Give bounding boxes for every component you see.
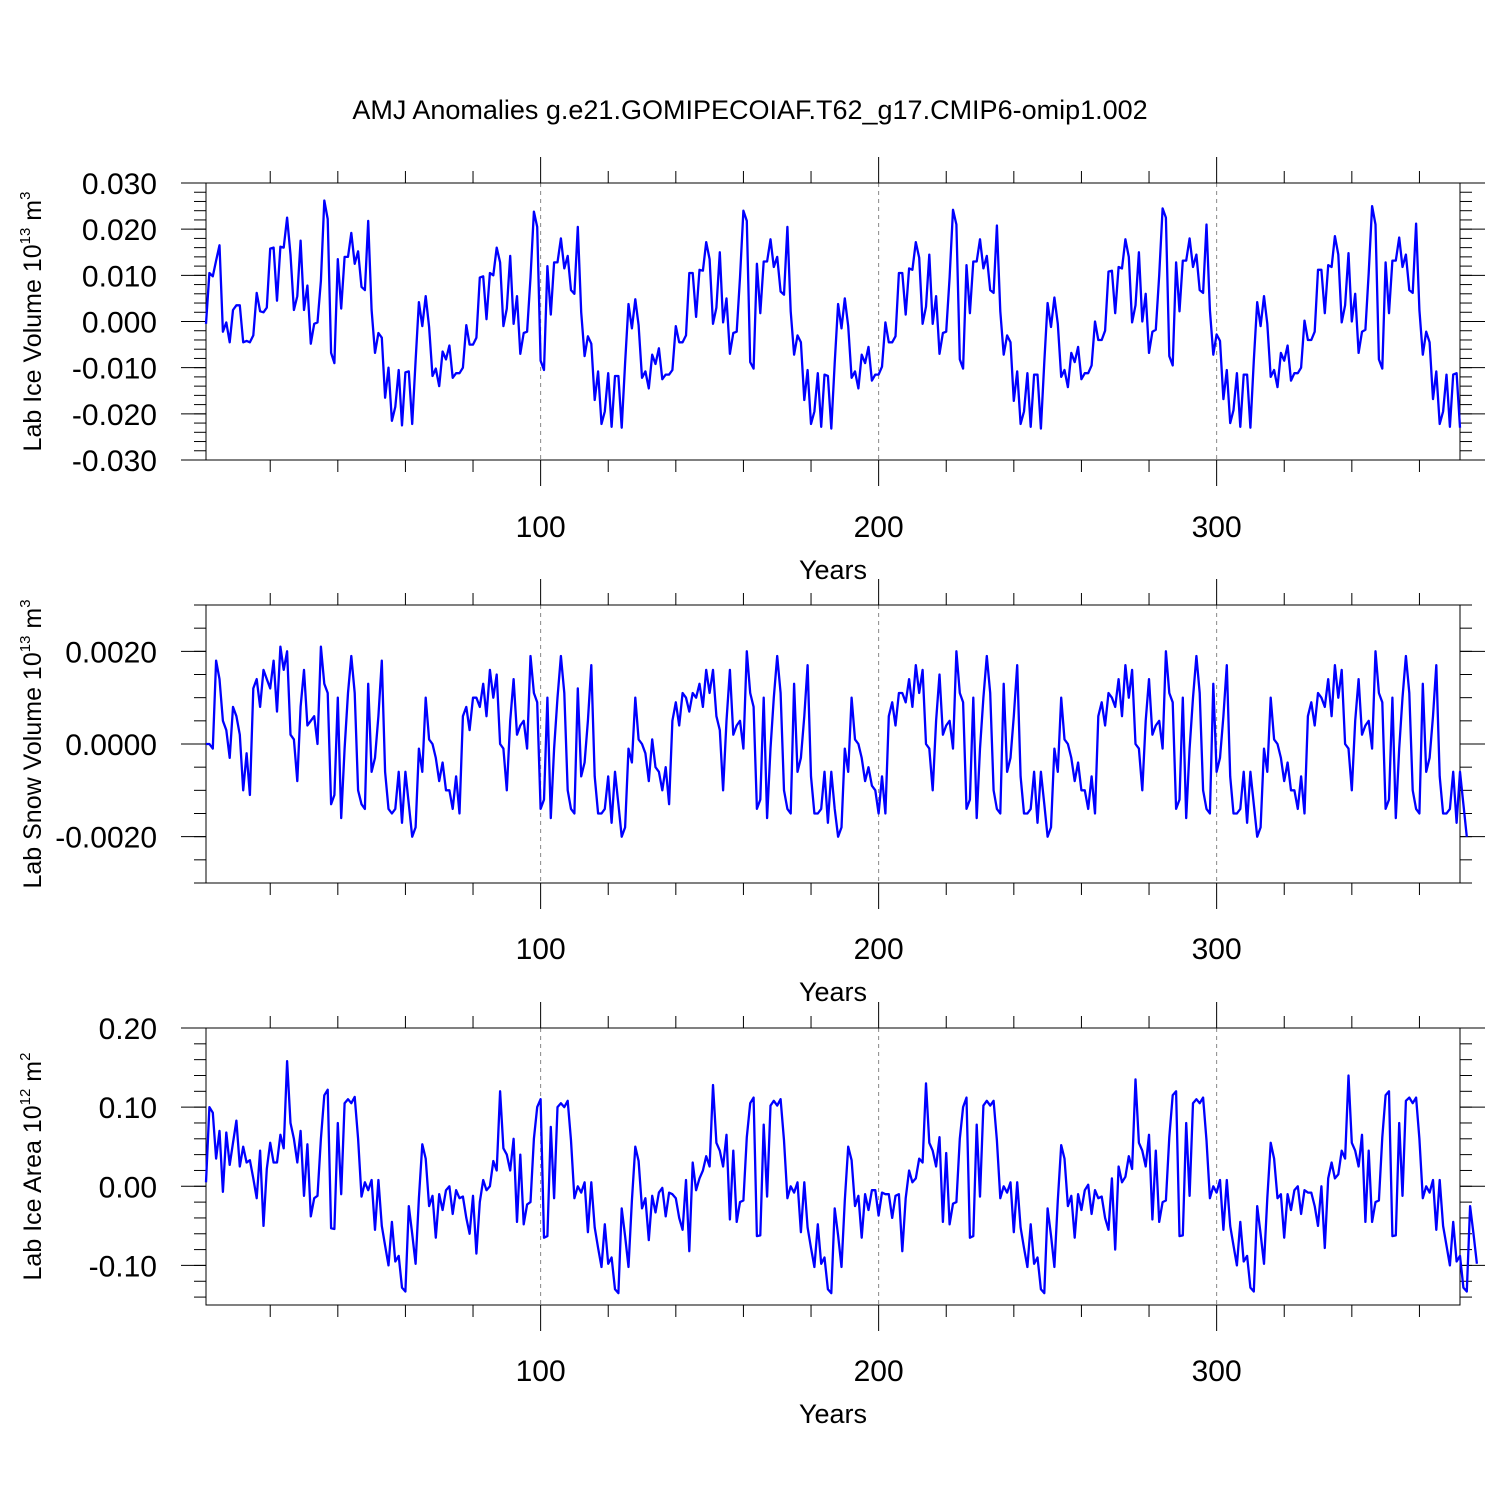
- y-tick-label: -0.10: [89, 1250, 157, 1283]
- plot-frame: [205, 182, 1461, 461]
- x-tick-label: 100: [516, 1355, 566, 1388]
- y-tick-label: 0.20: [99, 1013, 157, 1046]
- y-tick-label: -0.030: [72, 445, 157, 478]
- y-tick-label: 0.000: [82, 307, 157, 340]
- series-line: [204, 199, 1462, 430]
- y-tick-label: -0.010: [72, 353, 157, 386]
- series-line: [206, 645, 1468, 838]
- panel-lab-snow-volume: 0.0020 0.0000 -0.0020 100 200 300 Years Lab Sno…: [17, 579, 1485, 1007]
- panel-lab-ice-area: 0.20 0.10 0.00 -0.10 100 200 300 Years Lab Ice A…: [17, 1002, 1485, 1429]
- panel-lab-ice-volume: 0.030 0.020 0.010 0.000 -0.010 -0.020 -0.030 10…: [17, 157, 1485, 585]
- x-tick-label: 300: [1192, 1355, 1242, 1388]
- y-axis-label: Lab Ice Area 1012 m2: [17, 1053, 47, 1281]
- y-tick-label: 0.10: [99, 1092, 157, 1125]
- y-tick-label: 0.010: [82, 260, 157, 293]
- y-tick-label: -0.020: [72, 399, 157, 432]
- x-tick-label: 200: [854, 933, 904, 966]
- series-line: [204, 1060, 1479, 1295]
- plot-frame: [205, 604, 1461, 884]
- y-tick-label: 0.0020: [65, 636, 157, 669]
- y-axis-label: Lab Snow Volume 1013 m3: [17, 599, 47, 888]
- y-tick-label: 0.030: [82, 168, 157, 201]
- x-axis-label: Years: [799, 555, 867, 585]
- x-tick-label: 100: [516, 511, 566, 544]
- figure-title: AMJ Anomalies g.e21.GOMIPECOIAF.T62_g17.…: [352, 95, 1147, 125]
- y-tick-label: 0.020: [82, 214, 157, 247]
- x-tick-label: 200: [854, 511, 904, 544]
- x-tick-label: 300: [1192, 511, 1242, 544]
- y-tick-label: 0.00: [99, 1171, 157, 1204]
- x-tick-label: 100: [516, 933, 566, 966]
- y-tick-label: 0.0000: [65, 729, 157, 762]
- x-tick-label: 300: [1192, 933, 1242, 966]
- x-axis-label: Years: [799, 977, 867, 1007]
- x-tick-label: 200: [854, 1355, 904, 1388]
- y-tick-label: -0.0020: [55, 822, 157, 855]
- y-axis-label: Lab Ice Volume 1013 m3: [17, 192, 47, 452]
- x-axis-label: Years: [799, 1399, 867, 1429]
